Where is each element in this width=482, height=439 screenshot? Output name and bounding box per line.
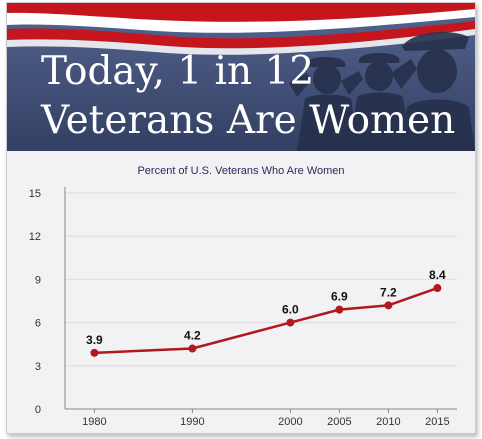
y-tick-label: 15	[29, 188, 41, 200]
data-label: 6.0	[282, 303, 299, 317]
data-point	[384, 301, 393, 310]
saluting-soldiers-icon	[289, 32, 475, 151]
series-veterans-women	[90, 284, 442, 357]
line-chart: Percent of U.S. Veterans Who Are Women 0…	[29, 165, 457, 428]
flag-stripes-graphic	[7, 3, 475, 55]
grid-lines	[65, 192, 457, 367]
data-point	[286, 318, 295, 327]
y-tick-label: 0	[35, 404, 41, 416]
data-label: 4.2	[184, 329, 201, 343]
x-tick-labels: 1980 1990 2000 2005 2010 2015	[82, 416, 449, 428]
x-tick-label: 2005	[327, 416, 351, 428]
banner-title-line2: Veterans Are Women	[40, 98, 455, 143]
y-tick-labels: 0 3 6 9 12 15	[29, 188, 41, 416]
data-label: 6.9	[331, 290, 348, 304]
banner: Today, 1 in 12 Veterans Are Women	[7, 3, 475, 151]
x-tick-label: 1980	[82, 416, 106, 428]
data-point	[90, 348, 99, 357]
x-tick-label: 2000	[278, 416, 302, 428]
y-tick-label: 9	[35, 274, 41, 286]
data-point	[433, 284, 442, 293]
data-point	[188, 344, 197, 353]
infographic-card: Today, 1 in 12 Veterans Are Women Percen…	[6, 2, 476, 434]
x-tick-label: 2010	[376, 416, 400, 428]
data-point	[335, 305, 344, 314]
axes	[64, 187, 457, 413]
y-tick-label: 12	[29, 231, 41, 243]
x-tick-label: 2015	[425, 416, 449, 428]
data-label: 8.4	[429, 268, 446, 282]
x-tick-label: 1990	[180, 416, 204, 428]
chart-title: Percent of U.S. Veterans Who Are Women	[137, 165, 344, 177]
series-line	[94, 286, 438, 355]
data-label: 3.9	[86, 333, 103, 347]
banner-title-line1: Today, 1 in 12	[41, 49, 314, 94]
data-labels: 3.9 4.2 6.0 6.9 7.2 8.4	[86, 268, 446, 347]
y-tick-label: 3	[35, 361, 41, 373]
data-label: 7.2	[380, 285, 397, 299]
y-tick-label: 6	[35, 318, 41, 330]
